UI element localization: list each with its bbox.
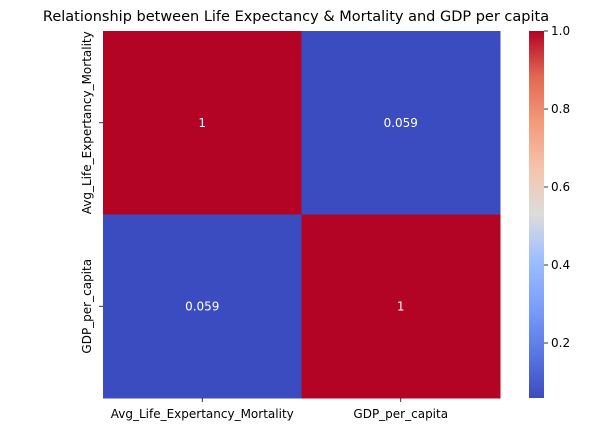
heatmap-cell <box>103 214 302 399</box>
y-axis: Avg_Life_Expertancy_Mortality GDP_per_cap… <box>80 31 103 354</box>
y-tick-label: Avg_Life_Expertancy_Mortality <box>80 31 94 214</box>
colorbar-tick-label: 1.0 <box>551 24 570 38</box>
x-tick-label: GDP_per_capita <box>353 407 448 421</box>
colorbar-ticks: 0.2 0.4 0.6 0.8 1.0 <box>544 24 570 350</box>
colorbar-tick-label: 0.8 <box>551 102 570 116</box>
heatmap-cell <box>103 31 302 215</box>
heatmap-cell <box>301 214 501 399</box>
heatmap-cells <box>103 31 501 399</box>
colorbar-tick-label: 0.4 <box>551 258 570 272</box>
cell-annotation: 1 <box>397 299 405 313</box>
colorbar: 0.2 0.4 0.6 0.8 1.0 <box>529 24 570 398</box>
heatmap-annotations: 1 0.059 0.059 1 <box>185 116 418 314</box>
colorbar-tick-label: 0.6 <box>551 180 570 194</box>
cell-annotation: 1 <box>198 116 206 130</box>
cell-annotation: 0.059 <box>384 116 418 130</box>
chart-title: Relationship between Life Expectancy & M… <box>43 9 549 25</box>
x-axis: Avg_Life_Expertancy_Mortality GDP_per_cap… <box>111 398 448 421</box>
x-tick-label: Avg_Life_Expertancy_Mortality <box>111 407 294 421</box>
y-tick-label: GDP_per_capita <box>80 259 94 354</box>
colorbar-gradient <box>529 31 544 398</box>
heatmap-cell <box>301 31 501 215</box>
colorbar-tick-label: 0.2 <box>551 336 570 350</box>
cell-annotation: 0.059 <box>185 299 219 313</box>
